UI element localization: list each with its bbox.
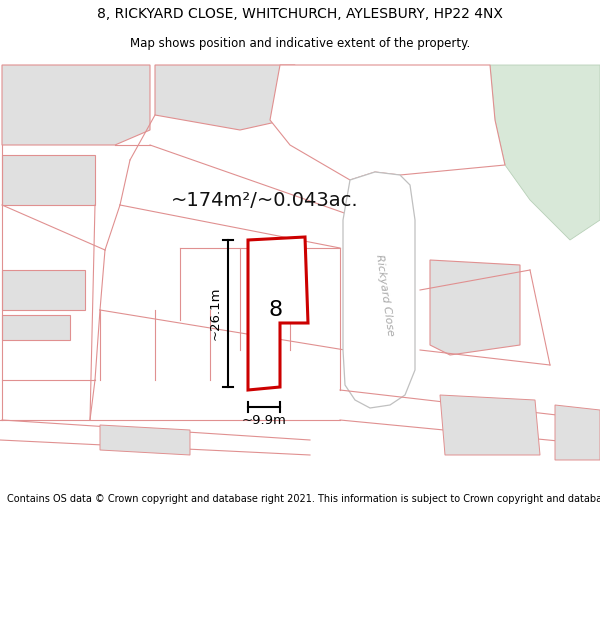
Text: Rickyard Close: Rickyard Close [374, 254, 395, 336]
Polygon shape [2, 155, 95, 205]
Polygon shape [440, 395, 540, 455]
Polygon shape [2, 315, 70, 340]
Polygon shape [100, 425, 190, 455]
Polygon shape [270, 65, 505, 180]
Text: Contains OS data © Crown copyright and database right 2021. This information is : Contains OS data © Crown copyright and d… [7, 494, 600, 504]
Polygon shape [248, 237, 308, 390]
Polygon shape [343, 172, 415, 408]
Text: 8, RICKYARD CLOSE, WHITCHURCH, AYLESBURY, HP22 4NX: 8, RICKYARD CLOSE, WHITCHURCH, AYLESBURY… [97, 8, 503, 21]
Text: 8: 8 [269, 300, 283, 320]
Polygon shape [155, 65, 295, 130]
Polygon shape [555, 405, 600, 460]
Text: ~9.9m: ~9.9m [242, 414, 286, 427]
Polygon shape [2, 270, 85, 310]
Text: ~174m²/~0.043ac.: ~174m²/~0.043ac. [171, 191, 359, 209]
Polygon shape [2, 65, 150, 145]
Polygon shape [430, 260, 520, 355]
Text: ~26.1m: ~26.1m [209, 287, 222, 340]
Polygon shape [490, 65, 600, 240]
Text: Map shows position and indicative extent of the property.: Map shows position and indicative extent… [130, 37, 470, 50]
